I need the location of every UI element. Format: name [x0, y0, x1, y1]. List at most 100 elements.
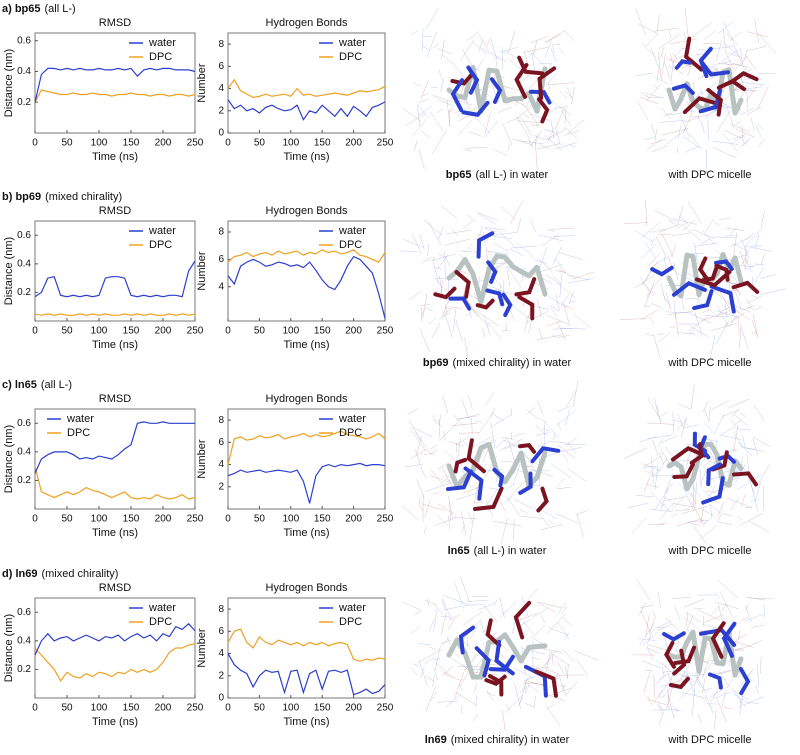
molecule-wisp [717, 502, 724, 517]
molecule-wisp [655, 465, 659, 482]
molecule-wisp [712, 140, 739, 145]
caption-name: bp65 [446, 169, 472, 181]
molecule-wisp [525, 408, 541, 421]
molecule-wisp [444, 256, 450, 266]
molecule-wisp [492, 414, 512, 427]
molecule-wisp [725, 104, 735, 129]
molecule-wisp [683, 226, 702, 242]
legend-label: DPC [339, 239, 362, 251]
molecule-wisp [522, 113, 530, 119]
y-axis-label: Distance (nm) [3, 425, 15, 493]
molecule-wisp [759, 288, 787, 296]
molecule-wisp [444, 314, 453, 339]
chart-title: Hydrogen Bonds [266, 393, 348, 405]
molecule-wisp [552, 276, 561, 283]
molecule-wisp [565, 632, 569, 640]
molecule-wisp [436, 280, 443, 289]
molecule-wisp [475, 694, 478, 707]
molecule-wisp [695, 52, 704, 56]
molecule-wisp [695, 672, 702, 686]
x-tick-label: 200 [345, 703, 362, 714]
molecule-wisp [760, 252, 766, 266]
molecule-wisp [645, 483, 659, 488]
molecule-wisp [702, 400, 709, 413]
molecule-wisp [740, 48, 744, 66]
side-chain [674, 59, 692, 70]
molecule-wisp [535, 142, 538, 170]
molecule-wisp [437, 108, 444, 113]
y-tick-label: 8 [218, 227, 224, 238]
panel-label: d) ln69 (mixed chirality) [2, 568, 118, 580]
molecule-wisp [501, 206, 516, 220]
molecule-wisp [491, 83, 500, 104]
molecule-wisp [563, 454, 569, 462]
x-tick-label: 50 [61, 514, 73, 525]
molecule-wisp [661, 128, 688, 136]
x-tick-label: 50 [254, 703, 266, 714]
molecule-wisp [453, 308, 457, 332]
x-tick-label: 0 [32, 326, 38, 337]
molecule-wisp [533, 135, 545, 140]
x-axis-label: Time (ns) [92, 716, 138, 728]
side-chain [466, 65, 480, 95]
molecule-wisp [497, 106, 512, 113]
molecule-wisp [547, 440, 570, 444]
molecule-wisp [753, 404, 765, 422]
molecule-wisp [699, 238, 711, 245]
molecule-wisp [654, 129, 657, 142]
molecule-wisp [545, 34, 561, 43]
molecule-wisp [739, 323, 749, 350]
molecule-wisp [425, 482, 452, 492]
molecule-wisp [515, 116, 530, 139]
molecule-wisp [721, 304, 737, 319]
chart-title: Hydrogen Bonds [266, 17, 348, 29]
panel-label: c) ln65 (all L-) [2, 379, 72, 391]
side-chain [731, 471, 758, 487]
molecule-wisp [698, 630, 708, 633]
molecule-wisp [677, 418, 688, 431]
molecule-wisp [544, 30, 566, 43]
molecule-wisp [527, 137, 534, 148]
molecule-wisp [442, 307, 453, 315]
side-chain [517, 55, 545, 76]
molecule-wisp [482, 327, 485, 338]
y-tick-label: 0.2 [17, 287, 31, 298]
caption-rest: (mixed chirality) in water [451, 734, 570, 746]
molecule-wisp [429, 474, 450, 483]
molecule-wisp [686, 522, 700, 526]
molecule-wisp [667, 310, 694, 316]
molecule-wisp [684, 297, 701, 300]
molecule-wisp [684, 7, 689, 36]
molecule-wisp [726, 497, 753, 509]
molecule-wisp [410, 449, 427, 460]
molecule-wisp [650, 138, 667, 145]
molecule-wisp [524, 682, 547, 686]
molecule-wisp [740, 617, 749, 622]
molecule-wisp [737, 634, 747, 640]
molecule-wisp [441, 666, 454, 677]
molecule-backbone [534, 264, 548, 297]
molecule-wisp [422, 28, 424, 51]
x-tick-label: 100 [91, 703, 108, 714]
molecule-wisp [658, 677, 673, 697]
molecule-wisp [554, 257, 566, 273]
molecule-wisp [657, 438, 663, 447]
molecule-wisp [501, 517, 508, 545]
molecule-wisp [734, 135, 746, 142]
molecule-wisp [693, 607, 703, 610]
molecule-wisp [539, 144, 550, 150]
molecule-wisp [537, 298, 542, 317]
legend-label: water [66, 413, 94, 425]
molecule-wisp [735, 121, 742, 126]
molecule-wisp [700, 469, 702, 488]
molecule-wisp [753, 314, 758, 336]
caption-micelle: with DPC micelle [667, 734, 751, 746]
molecule-wisp [530, 666, 550, 669]
molecule-wisp [532, 664, 546, 673]
molecule-wisp [745, 264, 758, 270]
molecule-wisp [649, 316, 654, 324]
molecule-wisp [659, 452, 664, 465]
molecule-wisp [652, 440, 659, 457]
molecule-wisp [545, 650, 551, 675]
